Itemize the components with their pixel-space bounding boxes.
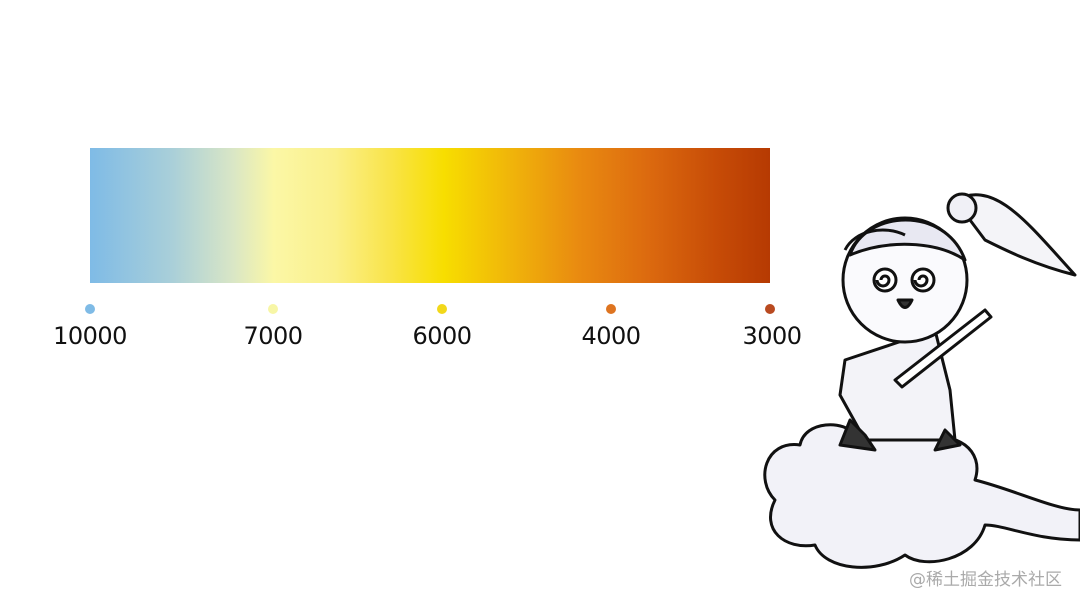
stop-label: 4000 (581, 322, 641, 350)
color-temperature-gradient-bar (90, 148, 770, 283)
cartoon-character-on-cloud-illustration (763, 192, 1080, 569)
stop-dot (437, 304, 447, 314)
stop-dot (85, 304, 95, 314)
stop-label: 10000 (53, 322, 127, 350)
stop-dot (606, 304, 616, 314)
stop-label: 7000 (243, 322, 303, 350)
stop-label: 6000 (412, 322, 472, 350)
stop-label: 3000 (742, 322, 802, 350)
stop-dot (765, 304, 775, 314)
stop-dot (268, 304, 278, 314)
watermark: @稀土掘金技术社区 (909, 570, 1062, 590)
